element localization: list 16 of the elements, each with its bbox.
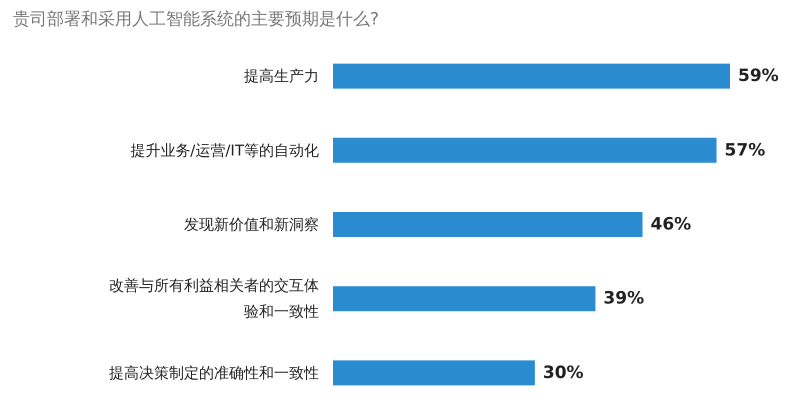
text: 贵司部署和采用人工智能系统的主要预期是什么? xyxy=(13,10,380,30)
data-label: 57% xyxy=(724,140,766,160)
bar xyxy=(333,360,535,386)
data-label: 39% xyxy=(603,288,644,309)
y-tick-label: 发现新价值和新洞察 xyxy=(184,216,319,234)
y-tick-label: 提升业务/运营/IT等的自动化 xyxy=(130,141,319,160)
bar xyxy=(333,64,730,89)
y-tick-label: 改善与所有利益相关者的交互体验和一致性 xyxy=(109,276,319,321)
bar xyxy=(333,138,717,163)
bar xyxy=(333,286,596,312)
bar xyxy=(333,212,643,237)
data-label: 30% xyxy=(542,362,584,383)
y-tick-label: 提高决策制定的准确性和一致性 xyxy=(109,364,319,382)
data-label: 46% xyxy=(650,214,692,234)
y-tick-label: 提高生产力 xyxy=(244,67,319,86)
data-label: 59% xyxy=(738,66,779,86)
